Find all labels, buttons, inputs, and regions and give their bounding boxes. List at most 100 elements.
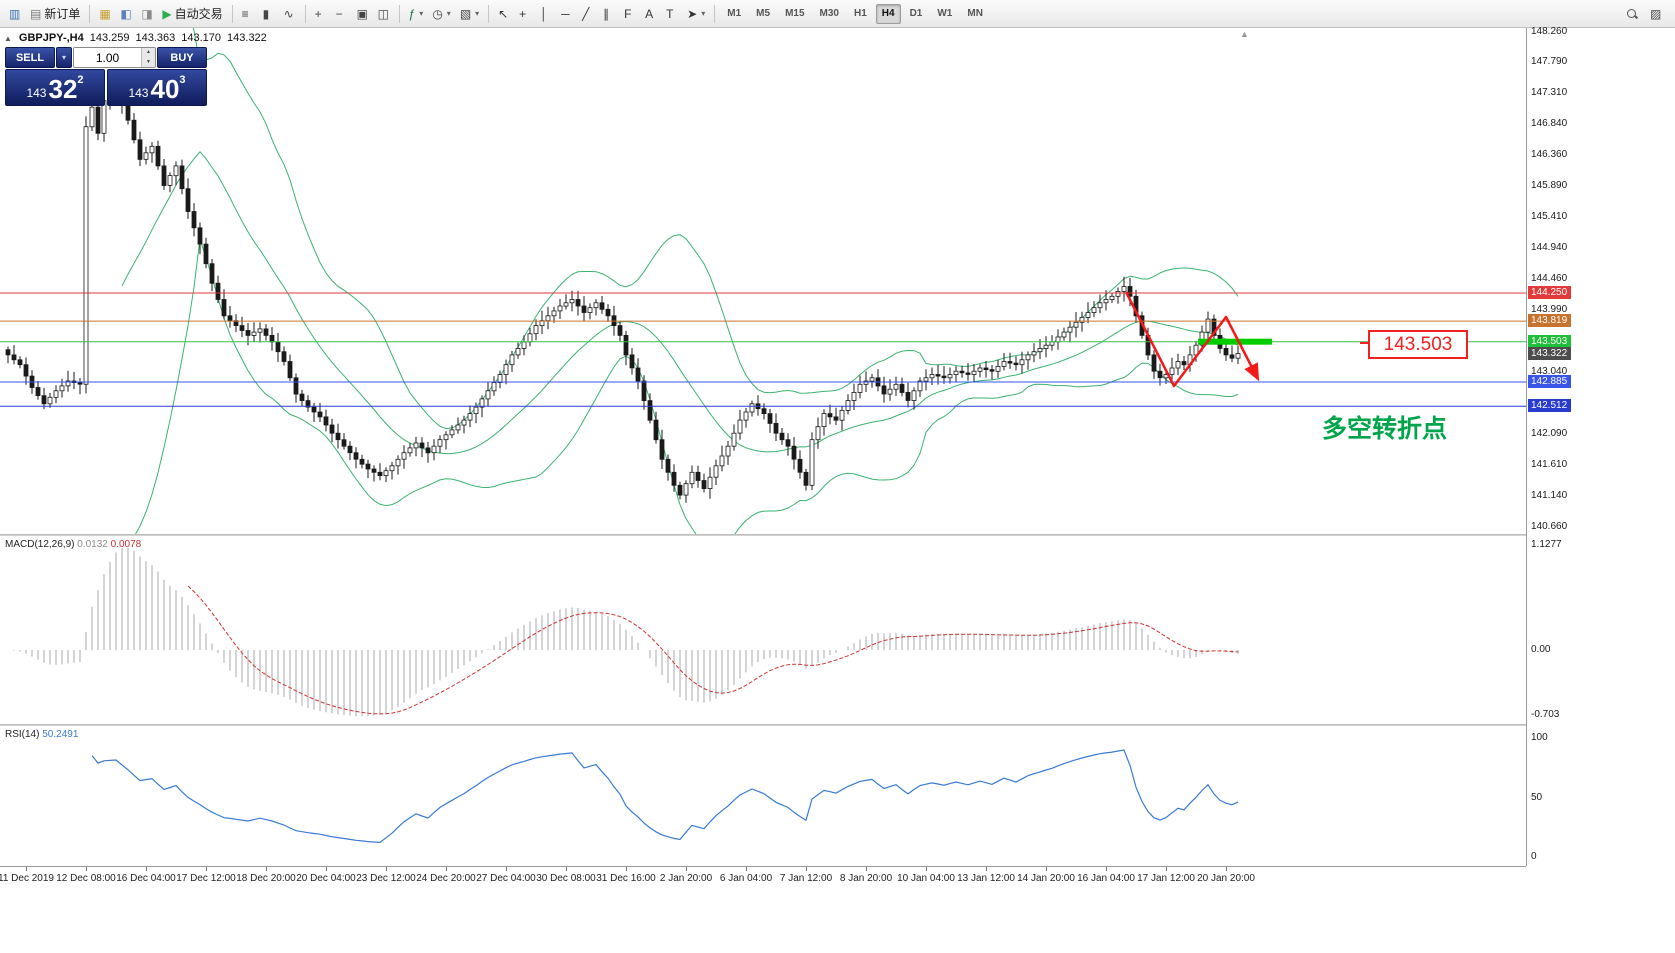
timeframe-mn-button[interactable]: MN <box>961 4 989 24</box>
chart-window-icon[interactable]: ▥ <box>5 3 25 25</box>
rsi-canvas[interactable] <box>0 726 1526 866</box>
horizontal-line-tool-icon: ─ <box>561 6 570 21</box>
macd-scale-tick: -0.703 <box>1531 709 1560 721</box>
toolbar-separator <box>714 4 716 23</box>
buy-price-display[interactable]: 143 40 3 <box>107 69 207 106</box>
chevron-down-icon: ▾ <box>446 9 451 18</box>
candlestick-chart-icon: ▮ <box>262 6 270 21</box>
green-support-segment[interactable] <box>1198 338 1272 345</box>
macd-panel[interactable]: MACD(12,26,9) 0.0132 0.0078 <box>0 536 1526 724</box>
cursor-tool-icon[interactable]: ↖ <box>494 3 514 25</box>
ohlc-bars-icon[interactable]: ≡ <box>238 3 258 25</box>
zoom-out-icon: − <box>335 6 343 21</box>
text-tool-icon[interactable]: A <box>641 3 661 25</box>
channel-tool-icon: ∥ <box>603 6 610 21</box>
time-label: 30 Dec 08:00 <box>536 873 596 884</box>
time-axis[interactable]: 11 Dec 2019 12 Dec 08:00 16 Dec 04:00 17 De… <box>0 866 1526 890</box>
time-label: 20 Dec 04:00 <box>296 873 356 884</box>
price-tick: 143.990 <box>1531 303 1568 315</box>
templates-button[interactable]: ▧ ▾ <box>456 3 483 25</box>
ohlc-low: 143.170 <box>181 32 222 44</box>
trendline-tool-icon[interactable]: ╱ <box>578 3 598 25</box>
arrows-tool-icon[interactable]: ➤ ▾ <box>683 3 709 25</box>
bollinger-bands <box>121 28 1239 534</box>
fibonacci-tool-icon[interactable]: F <box>620 3 640 25</box>
vertical-line-tool-icon: │ <box>540 6 548 21</box>
zoom-out-icon[interactable]: − <box>332 3 352 25</box>
ohlc-open: 143.259 <box>89 32 130 44</box>
timeframe-m15-button[interactable]: M15 <box>779 4 810 24</box>
market-watch-icon[interactable]: ◧ <box>116 3 136 25</box>
crosshair-tool-icon[interactable]: + <box>515 3 535 25</box>
timeframe-h1-button[interactable]: H1 <box>848 4 873 24</box>
volume-input[interactable] <box>74 48 141 67</box>
macd-canvas[interactable] <box>0 536 1526 724</box>
sell-button[interactable]: SELL <box>5 47 55 68</box>
timeframe-m1-button[interactable]: M1 <box>721 4 747 24</box>
rsi-line <box>91 749 1239 844</box>
new-order-button: ▤ <box>30 6 42 21</box>
time-tick <box>146 867 147 871</box>
toolbar-separator <box>398 4 400 23</box>
line-chart-icon[interactable]: ∿ <box>280 3 300 25</box>
horizontal-line-tool-icon[interactable]: ─ <box>557 3 577 25</box>
price-callout[interactable]: 143.503 <box>1360 330 1468 359</box>
panel-splitter-macd[interactable] <box>0 534 1675 536</box>
rsi-label: RSI(14) 50.2491 <box>5 729 79 740</box>
timeframe-m5-button[interactable]: M5 <box>750 4 776 24</box>
candlestick-chart-icon[interactable]: ▮ <box>259 3 279 25</box>
text-label-tool-icon[interactable]: T <box>662 3 682 25</box>
price-chart-canvas[interactable] <box>0 28 1526 534</box>
buy-button[interactable]: BUY <box>157 47 207 68</box>
sell-price-display[interactable]: 143 32 2 <box>5 69 105 106</box>
zoom-in-icon: + <box>314 6 322 21</box>
price-scale[interactable]: 148.260 147.790 147.310 146.840 146.360 145.8… <box>1526 26 1675 866</box>
toolbar-separator <box>231 4 233 23</box>
red-zigzag-arrow[interactable] <box>1124 291 1260 388</box>
indicators-button: ƒ <box>408 6 416 21</box>
channel-tool-icon[interactable]: ∥ <box>599 3 619 25</box>
time-tick <box>446 867 447 871</box>
volume-down-button[interactable]: ▼ <box>142 57 155 67</box>
time-tick <box>926 867 927 871</box>
chevron-down-icon: ▾ <box>475 9 480 18</box>
autotrading-button-label: 自动交易 <box>174 7 223 21</box>
horizontal-level-lines[interactable] <box>0 292 1526 407</box>
panel-splitter-rsi[interactable] <box>0 724 1675 726</box>
order-options-caret[interactable]: ▾ <box>56 47 72 68</box>
volume-up-button[interactable]: ▲ <box>142 48 155 58</box>
time-label: 18 Dec 20:00 <box>236 873 296 884</box>
search-icon[interactable] <box>1622 3 1642 25</box>
rsi-panel[interactable]: RSI(14) 50.2491 <box>0 726 1526 866</box>
new-order-button[interactable]: ▤ 新订单 <box>26 3 84 25</box>
periods-button[interactable]: ◷ ▾ <box>428 3 455 25</box>
annotation-text[interactable]: 多空转折点 <box>1322 415 1448 443</box>
timeframe-d1-button[interactable]: D1 <box>904 4 929 24</box>
one-click-collapse-icon[interactable]: ▲ <box>4 33 12 43</box>
data-window-icon[interactable]: ◨ <box>137 3 157 25</box>
candles <box>5 79 1241 503</box>
tile-windows-icon[interactable]: ▣ <box>353 3 373 25</box>
timeframe-h4-button[interactable]: H4 <box>875 3 901 24</box>
callout-text: 143.503 <box>1383 333 1453 355</box>
time-tick <box>506 867 507 871</box>
timeframe-w1-button[interactable]: W1 <box>931 4 958 24</box>
price-tick: 147.790 <box>1531 56 1568 68</box>
time-tick <box>1226 867 1227 871</box>
price-tick: 145.410 <box>1531 211 1568 223</box>
window-mode-icon[interactable]: ▨ <box>1646 3 1666 25</box>
vertical-line-tool-icon[interactable]: │ <box>536 3 556 25</box>
time-label: 6 Jan 04:00 <box>719 873 773 884</box>
price-chart-panel[interactable]: ▲ GBPJPY-,H4 143.259 143.363 143.170 143… <box>0 28 1526 534</box>
zoom-in-icon[interactable]: + <box>311 3 331 25</box>
timeframe-m30-button[interactable]: M30 <box>814 4 845 24</box>
arrange-windows-icon[interactable]: ◫ <box>374 3 394 25</box>
autotrading-button[interactable]: ▶ 自动交易 <box>158 3 226 25</box>
indicators-button[interactable]: ƒ ▾ <box>405 3 428 25</box>
price-badge: 142.885 <box>1528 374 1572 388</box>
profiles-icon[interactable]: ▦ <box>95 3 115 25</box>
time-label: 11 Dec 2019 <box>0 873 54 884</box>
chart-shift-marker[interactable]: ▲ <box>1240 29 1249 39</box>
price-tick: 145.890 <box>1531 180 1568 192</box>
